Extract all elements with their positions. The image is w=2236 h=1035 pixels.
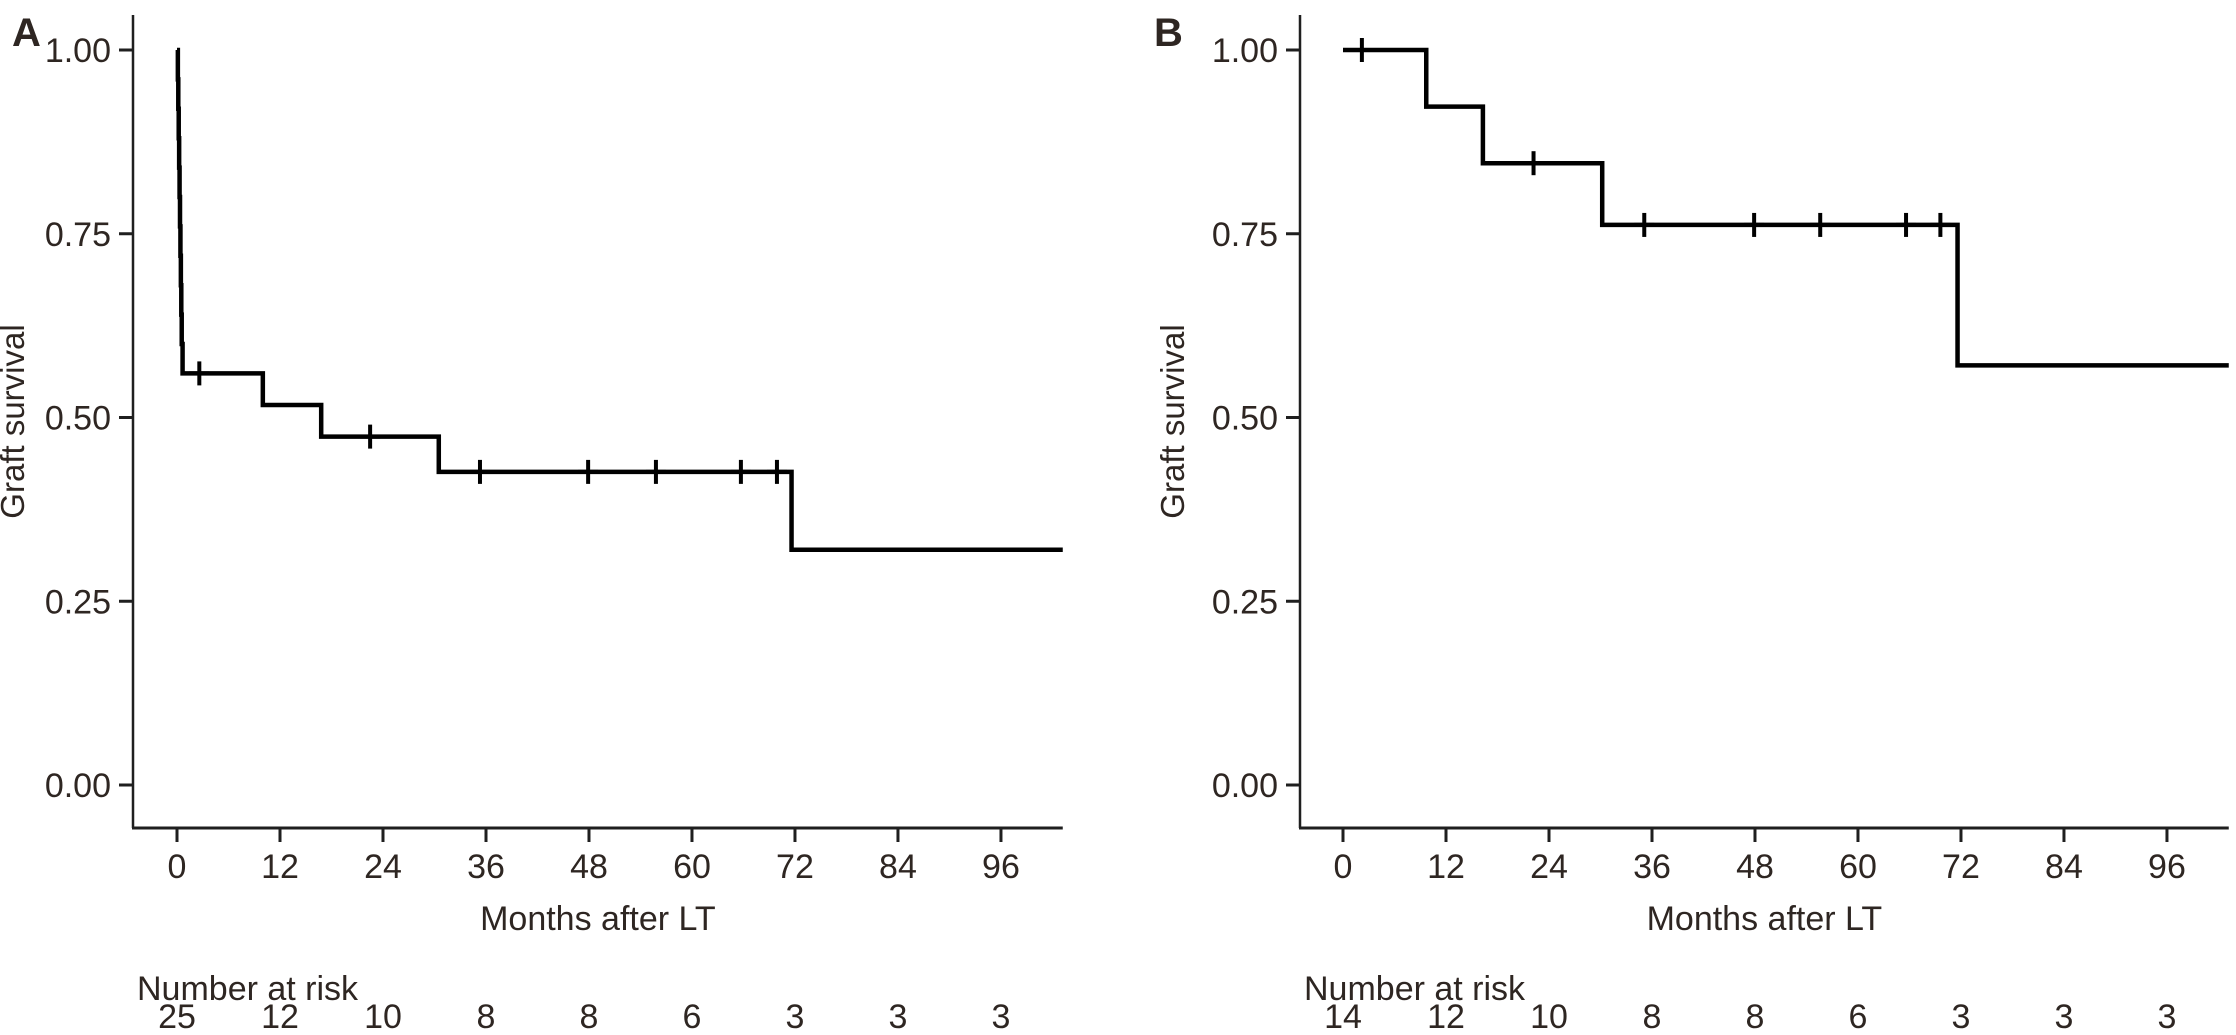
- y-tick-label: 0.50: [1212, 400, 1278, 438]
- censor-mark: [1896, 212, 1917, 237]
- km-curve: [1343, 47, 2229, 368]
- censor-mark: [1930, 212, 1951, 237]
- number-at-risk-value: 3: [1952, 998, 1971, 1035]
- x-tick-label: 60: [673, 848, 711, 886]
- panel-a-chart: A0.000.250.500.751.000 12 24 36 48 60 72 84 96Mo…: [0, 11, 1063, 1035]
- number-at-risk-value: 3: [889, 998, 908, 1035]
- censor-mark: [578, 459, 599, 484]
- x-tick-label: 72: [1942, 848, 1980, 886]
- x-tick-label: 96: [982, 848, 1020, 886]
- y-tick-label: 0.75: [45, 216, 111, 254]
- y-axis-title: Graft survival: [1154, 324, 1191, 518]
- number-at-risk-value: 10: [1530, 998, 1568, 1035]
- km-curve: [175, 47, 1063, 553]
- x-tick-label: 24: [1530, 848, 1568, 886]
- censor-mark: [645, 459, 666, 484]
- censor-mark: [1634, 212, 1655, 237]
- number-at-risk-value: 8: [477, 998, 496, 1035]
- number-at-risk-value: 3: [2158, 998, 2177, 1035]
- censor-mark: [189, 361, 210, 386]
- number-at-risk-value: 3: [2055, 998, 2074, 1035]
- number-at-risk-value: 8: [1643, 998, 1662, 1035]
- y-tick-label: 0.50: [45, 400, 111, 438]
- censor-mark: [469, 459, 490, 484]
- y-tick-label: 0.00: [45, 767, 111, 805]
- number-at-risk-title: Number at risk: [1304, 970, 1526, 1008]
- panel-letter: B: [1154, 11, 1183, 55]
- y-tick-label: 0.00: [1212, 767, 1278, 805]
- x-tick-label: 84: [879, 848, 917, 886]
- number-at-risk-value: 8: [1746, 998, 1765, 1035]
- x-tick-label: 60: [1839, 848, 1877, 886]
- panel-b-chart: B0.000.250.500.751.000 12 24 36 48 60 72 84 96Mo…: [1154, 11, 2229, 1035]
- censor-mark: [360, 424, 381, 449]
- censor-mark: [1810, 212, 1831, 237]
- x-tick-label: 48: [570, 848, 608, 886]
- x-axis-title: Months after LT: [1647, 900, 1883, 938]
- number-at-risk-value: 25: [158, 998, 196, 1035]
- x-tick-label: 36: [1633, 848, 1671, 886]
- x-tick-label: 12: [261, 848, 299, 886]
- y-tick-label: 1.00: [45, 32, 111, 70]
- number-at-risk-value: 3: [786, 998, 805, 1035]
- censor-mark: [1744, 212, 1765, 237]
- number-at-risk-value: 3: [992, 998, 1011, 1035]
- censor-mark: [730, 459, 751, 484]
- censor-mark: [1351, 38, 1372, 62]
- number-at-risk-value: 12: [1427, 998, 1465, 1035]
- y-tick-label: 1.00: [1212, 32, 1278, 70]
- number-at-risk-title: Number at risk: [137, 970, 359, 1008]
- x-tick-label: 48: [1736, 848, 1774, 886]
- number-at-risk-value: 8: [580, 998, 599, 1035]
- number-at-risk-value: 12: [261, 998, 299, 1035]
- x-tick-label: 0: [168, 848, 187, 886]
- x-tick-label: 84: [2045, 848, 2083, 886]
- number-at-risk-value: 14: [1324, 998, 1362, 1035]
- y-tick-label: 0.25: [1212, 583, 1278, 621]
- x-tick-label: 72: [776, 848, 814, 886]
- y-tick-label: 0.75: [1212, 216, 1278, 254]
- censor-mark: [766, 459, 787, 484]
- number-at-risk-value: 10: [364, 998, 402, 1035]
- panel-letter: A: [12, 11, 41, 55]
- x-tick-label: 12: [1427, 848, 1465, 886]
- x-tick-label: 0: [1334, 848, 1353, 886]
- number-at-risk-value: 6: [1849, 998, 1868, 1035]
- x-axis-title: Months after LT: [480, 900, 716, 938]
- x-tick-label: 96: [2148, 848, 2186, 886]
- y-tick-label: 0.25: [45, 583, 111, 621]
- number-at-risk-value: 6: [683, 998, 702, 1035]
- censor-mark: [1523, 151, 1544, 176]
- x-tick-label: 36: [467, 848, 505, 886]
- y-axis-title: Graft survival: [0, 324, 31, 518]
- x-tick-label: 24: [364, 848, 402, 886]
